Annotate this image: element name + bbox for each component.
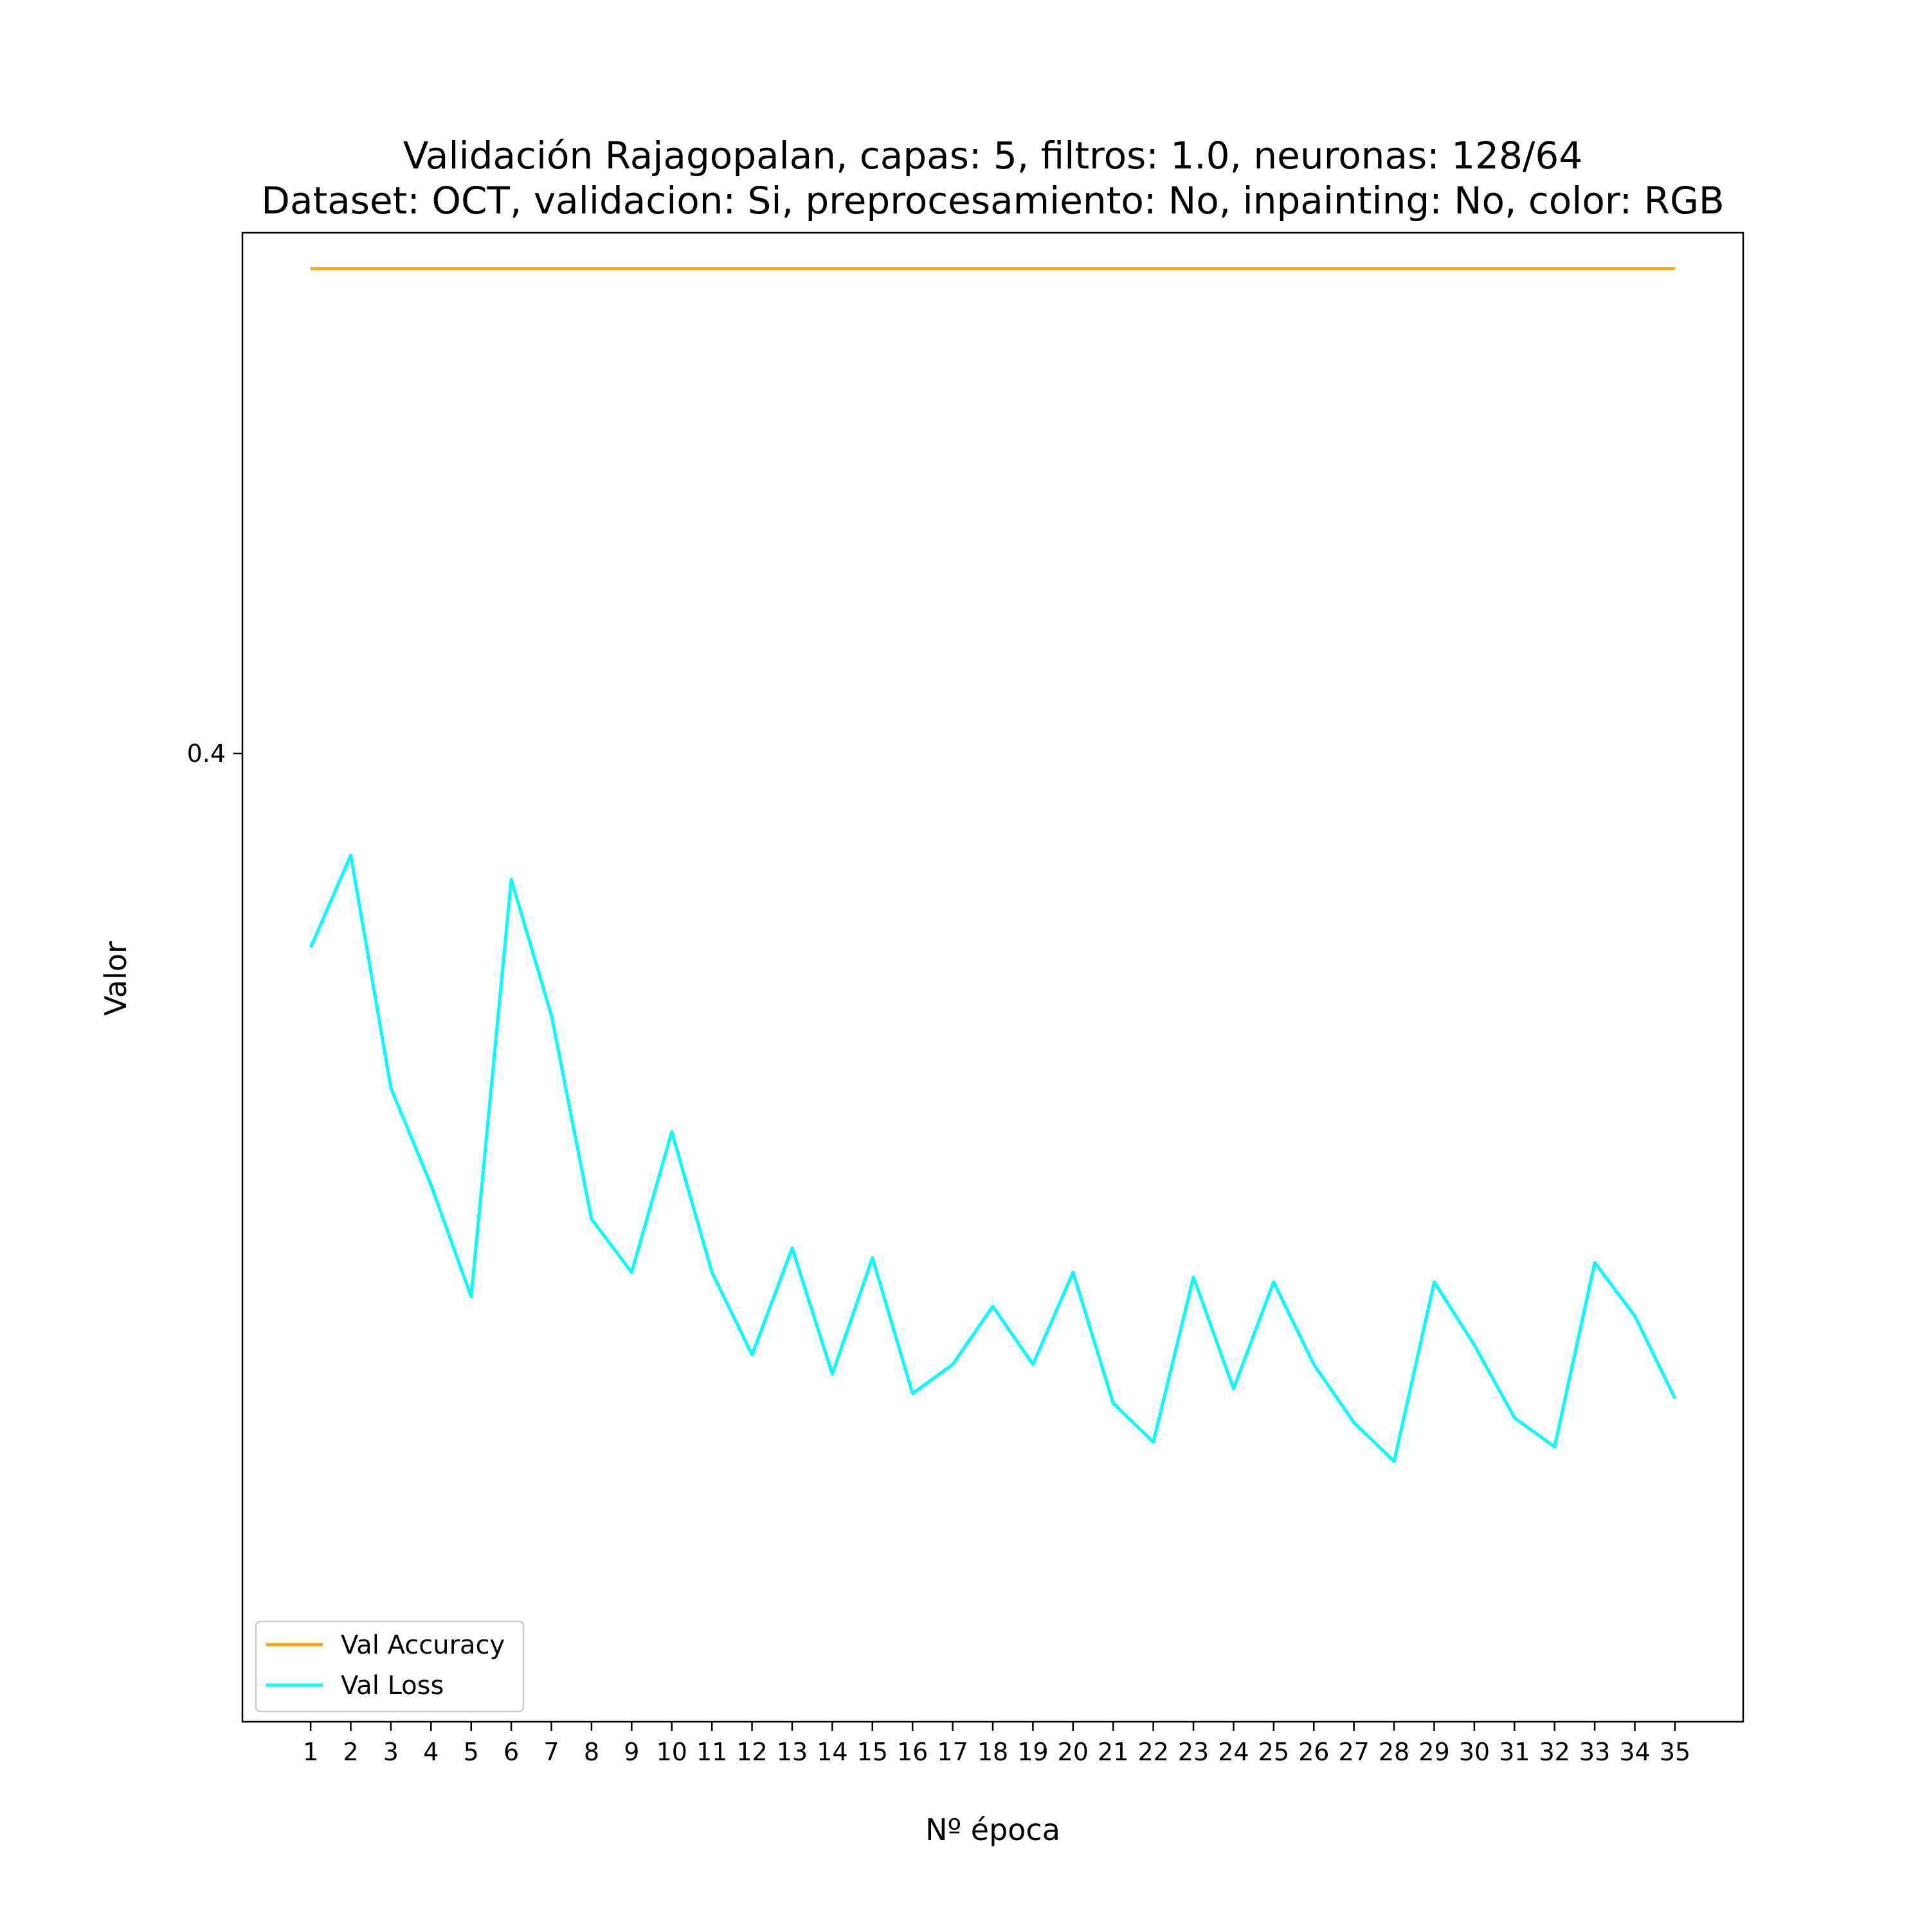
- x-tick-label-35: 35: [1660, 1738, 1690, 1766]
- x-tick-label-31: 31: [1499, 1738, 1530, 1766]
- x-tick-label-30: 30: [1459, 1738, 1490, 1766]
- x-tick-label-6: 6: [503, 1738, 519, 1766]
- x-tick-label-26: 26: [1298, 1738, 1329, 1766]
- y-tick-label-0: 0.4: [187, 739, 226, 768]
- x-tick-label-34: 34: [1619, 1738, 1650, 1766]
- x-tick-label-7: 7: [543, 1738, 559, 1766]
- x-tick-label-4: 4: [423, 1738, 439, 1766]
- x-tick-label-33: 33: [1579, 1738, 1610, 1766]
- chart-subtitle: Dataset: OCT, validacion: Si, preprocesa…: [261, 179, 1724, 222]
- legend: Val Accuracy Val Loss: [255, 1620, 525, 1713]
- x-tick-label-23: 23: [1178, 1738, 1209, 1766]
- x-tick-label-25: 25: [1258, 1738, 1289, 1766]
- x-tick-label-14: 14: [817, 1738, 847, 1766]
- y-axis-label: Valor: [98, 941, 133, 1016]
- x-tick-label-13: 13: [777, 1738, 808, 1766]
- x-tick-label-2: 2: [343, 1738, 358, 1766]
- x-tick-label-20: 20: [1058, 1738, 1089, 1766]
- x-tick-label-1: 1: [303, 1738, 318, 1766]
- x-tick-label-18: 18: [977, 1738, 1008, 1766]
- x-tick-label-9: 9: [624, 1738, 639, 1766]
- x-axis-label: Nº época: [925, 1812, 1060, 1847]
- x-tick-label-22: 22: [1137, 1738, 1168, 1766]
- x-tick-label-8: 8: [584, 1738, 599, 1766]
- x-tick-label-5: 5: [464, 1738, 479, 1766]
- x-tick-label-19: 19: [1017, 1738, 1048, 1766]
- legend-label-val-loss: Val Loss: [341, 1671, 444, 1701]
- x-tick-label-24: 24: [1218, 1738, 1249, 1766]
- x-tick-label-12: 12: [736, 1738, 767, 1766]
- y-axis: 0.4: [187, 739, 242, 768]
- x-tick-label-32: 32: [1539, 1738, 1570, 1766]
- chart-title: Validación Rajagopalan, capas: 5, filtro…: [403, 134, 1582, 177]
- x-tick-label-29: 29: [1418, 1738, 1449, 1766]
- x-tick-label-27: 27: [1338, 1738, 1369, 1766]
- x-tick-label-17: 17: [937, 1738, 968, 1766]
- x-tick-label-11: 11: [696, 1738, 727, 1766]
- legend-label-val-accuracy: Val Accuracy: [341, 1630, 505, 1660]
- series-line-val-loss: [309, 853, 1677, 1463]
- x-tick-label-16: 16: [897, 1738, 928, 1766]
- x-axis: 1 2 3 4 5 6 7 8 9 10 11 12 13 14 15 16 17 18 19 20 21 22 23 24 2…: [303, 1722, 1690, 1766]
- x-tick-label-21: 21: [1098, 1738, 1128, 1766]
- plot-area: [309, 267, 1677, 1463]
- x-tick-label-15: 15: [857, 1738, 888, 1766]
- x-tick-label-28: 28: [1379, 1738, 1409, 1766]
- x-tick-label-3: 3: [383, 1738, 399, 1766]
- x-tick-label-10: 10: [657, 1738, 687, 1766]
